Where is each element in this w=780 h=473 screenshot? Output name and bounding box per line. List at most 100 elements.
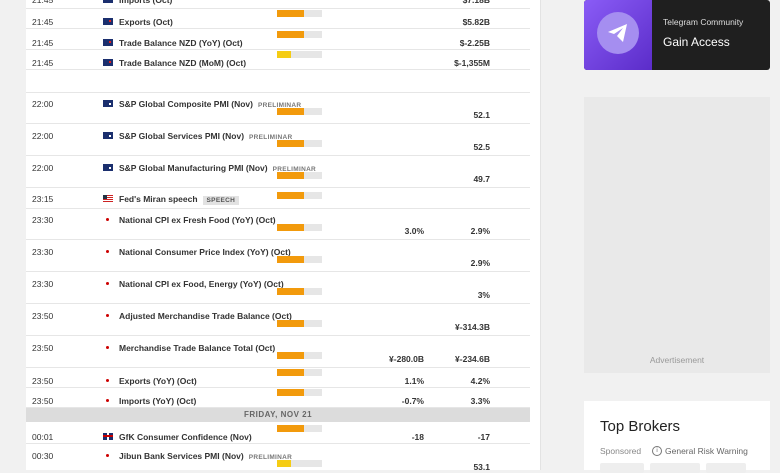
calendar-row[interactable]: 23:50 Merchandise Trade Balance Total (Oc…	[26, 336, 530, 368]
event-name[interactable]: Adjusted Merchandise Trade Balance (Oct)	[119, 311, 292, 321]
calendar-row[interactable]: 23:50 Imports (YoY) (Oct) -0.7% 3.3%	[26, 388, 530, 408]
event-time: 21:45	[32, 38, 54, 48]
event-name[interactable]: Merchandise Trade Balance Total (Oct)	[119, 343, 275, 353]
advertisement-slot: Advertisement	[584, 97, 770, 373]
event-name[interactable]: Exports (YoY) (Oct)	[119, 376, 197, 386]
economic-calendar-panel: 21:45 Imports (Oct) $7.18B 21:45 Exports (Oc…	[26, 0, 541, 470]
event-name[interactable]: National CPI ex Food, Energy (YoY) (Oct)	[119, 279, 284, 289]
event-time: 00:30	[32, 451, 54, 461]
volatility-fill	[277, 320, 304, 327]
event-title: Imports (YoY) (Oct)	[119, 396, 197, 406]
volatility-bar	[277, 425, 322, 432]
consensus-value: 2.9%	[470, 258, 490, 268]
telegram-cta[interactable]: Gain Access	[663, 35, 730, 49]
calendar-row[interactable]: 22:00 S&P Global Composite PMI (Nov) PRELI…	[26, 92, 530, 124]
calendar-row[interactable]: 23:30 National CPI ex Fresh Food (YoY) (O…	[26, 208, 530, 240]
calendar-row[interactable]: 23:50 Adjusted Merchandise Trade Balance …	[26, 304, 530, 336]
volatility-bar	[277, 352, 322, 359]
calendar-row[interactable]: 00:01 GfK Consumer Confidence (Nov) -18 -17	[26, 424, 530, 444]
calendar-row[interactable]: 23:15 Fed's Miran speech SPEECH	[26, 188, 530, 209]
consensus-value: 3%	[477, 290, 490, 300]
previous-value: -18	[411, 432, 424, 442]
us-flag-icon	[103, 195, 113, 202]
event-name[interactable]: Exports (Oct)	[119, 17, 173, 27]
event-name[interactable]: S&P Global Services PMI (Nov) PRELIMINAR	[119, 131, 292, 141]
broker-chip[interactable]	[600, 463, 644, 473]
event-name[interactable]: Fed's Miran speech SPEECH	[119, 194, 240, 205]
event-time: 23:30	[32, 215, 54, 225]
volatility-fill	[277, 460, 291, 467]
event-name[interactable]: Imports (Oct)	[119, 0, 172, 5]
volatility-fill	[277, 140, 304, 147]
consensus-value: ¥-234.6B	[455, 354, 490, 364]
jp-flag-icon	[103, 216, 113, 223]
event-tag: PRELIMINAR	[257, 102, 302, 109]
event-title: Trade Balance NZD (YoY) (Oct)	[119, 38, 243, 48]
broker-chip[interactable]	[650, 463, 700, 473]
au-flag-icon	[103, 132, 113, 139]
event-name[interactable]: GfK Consumer Confidence (Nov)	[119, 432, 252, 442]
event-name[interactable]: S&P Global Composite PMI (Nov) PRELIMINAR	[119, 99, 301, 109]
volatility-bar	[277, 369, 322, 376]
calendar-row[interactable]: 21:45 Trade Balance NZD (MoM) (Oct) $-1,35…	[26, 50, 530, 70]
consensus-value: 4.2%	[470, 376, 490, 386]
calendar-row[interactable]: 21:45 Imports (Oct) $7.18B	[26, 0, 530, 9]
event-time: 00:01	[32, 432, 54, 442]
event-title: S&P Global Composite PMI (Nov)	[119, 99, 253, 109]
calendar-row[interactable]: 00:30 Jibun Bank Services PMI (Nov) PRELIM…	[26, 444, 530, 470]
event-title: National Consumer Price Index (YoY) (Oct…	[119, 247, 291, 257]
volatility-fill	[277, 352, 304, 359]
volatility-fill	[277, 389, 304, 396]
telegram-community-banner[interactable]: Telegram Community Gain Access	[584, 0, 770, 70]
calendar-row[interactable]: 21:45 Trade Balance NZD (YoY) (Oct) $-2.25…	[26, 30, 530, 50]
telegram-label: Telegram Community	[663, 17, 744, 27]
volatility-fill	[277, 425, 304, 432]
volatility-bar	[277, 172, 322, 179]
event-title: S&P Global Services PMI (Nov)	[119, 131, 245, 141]
calendar-row[interactable]: 22:00 S&P Global Services PMI (Nov) PRELIM…	[26, 124, 530, 156]
event-name[interactable]: S&P Global Manufacturing PMI (Nov) PRELIM…	[119, 163, 316, 173]
event-time: 23:15	[32, 194, 54, 204]
broker-chip[interactable]	[706, 463, 746, 473]
jp-flag-icon	[103, 312, 113, 319]
volatility-bar	[277, 288, 322, 295]
volatility-fill	[277, 51, 291, 58]
calendar-row[interactable]: 22:00 S&P Global Manufacturing PMI (Nov) P…	[26, 156, 530, 188]
volatility-bar	[277, 140, 322, 147]
event-name[interactable]: Imports (YoY) (Oct)	[119, 396, 196, 406]
event-title: Imports (Oct)	[119, 0, 173, 5]
risk-warning-link[interactable]: i General Risk Warning	[652, 446, 748, 456]
event-title: Jibun Bank Services PMI (Nov)	[119, 451, 244, 461]
event-name[interactable]: Jibun Bank Services PMI (Nov) PRELIMINAR	[119, 451, 292, 461]
event-time: 23:30	[32, 279, 54, 289]
volatility-fill	[277, 192, 304, 199]
event-name[interactable]: National CPI ex Fresh Food (YoY) (Oct)	[119, 215, 276, 225]
volatility-bar	[277, 108, 322, 115]
calendar-row[interactable]: 23:50 Exports (YoY) (Oct) 1.1% 4.2%	[26, 368, 530, 388]
volatility-fill	[277, 108, 304, 115]
calendar-row[interactable]: 21:45 Exports (Oct) $5.82B	[26, 9, 530, 29]
top-brokers-title: Top Brokers	[600, 418, 681, 435]
calendar-row[interactable]: 23:30 National CPI ex Food, Energy (YoY) …	[26, 272, 530, 304]
consensus-value: ¥-314.3B	[455, 322, 490, 332]
event-title: Exports (YoY) (Oct)	[119, 376, 197, 386]
jp-flag-icon	[103, 397, 113, 404]
calendar-row[interactable]: 23:30 National Consumer Price Index (YoY)…	[26, 240, 530, 272]
volatility-fill	[277, 369, 304, 376]
event-tag: PRELIMINAR	[249, 134, 293, 141]
consensus-value: 49.7	[473, 174, 490, 184]
volatility-bar	[277, 460, 322, 467]
jp-flag-icon	[103, 280, 113, 287]
volatility-bar	[277, 10, 322, 17]
volatility-fill	[277, 31, 304, 38]
event-name[interactable]: National Consumer Price Index (YoY) (Oct…	[119, 247, 291, 257]
event-time: 21:45	[32, 58, 54, 68]
event-time: 23:30	[32, 247, 54, 257]
volatility-bar	[277, 31, 322, 38]
event-name[interactable]: Trade Balance NZD (MoM) (Oct)	[119, 58, 246, 68]
previous-value: -0.7%	[401, 396, 424, 406]
consensus-value: -17	[477, 432, 490, 442]
nz-flag-icon	[103, 59, 113, 66]
event-name[interactable]: Trade Balance NZD (YoY) (Oct)	[119, 38, 243, 48]
event-time: 23:50	[32, 376, 54, 386]
